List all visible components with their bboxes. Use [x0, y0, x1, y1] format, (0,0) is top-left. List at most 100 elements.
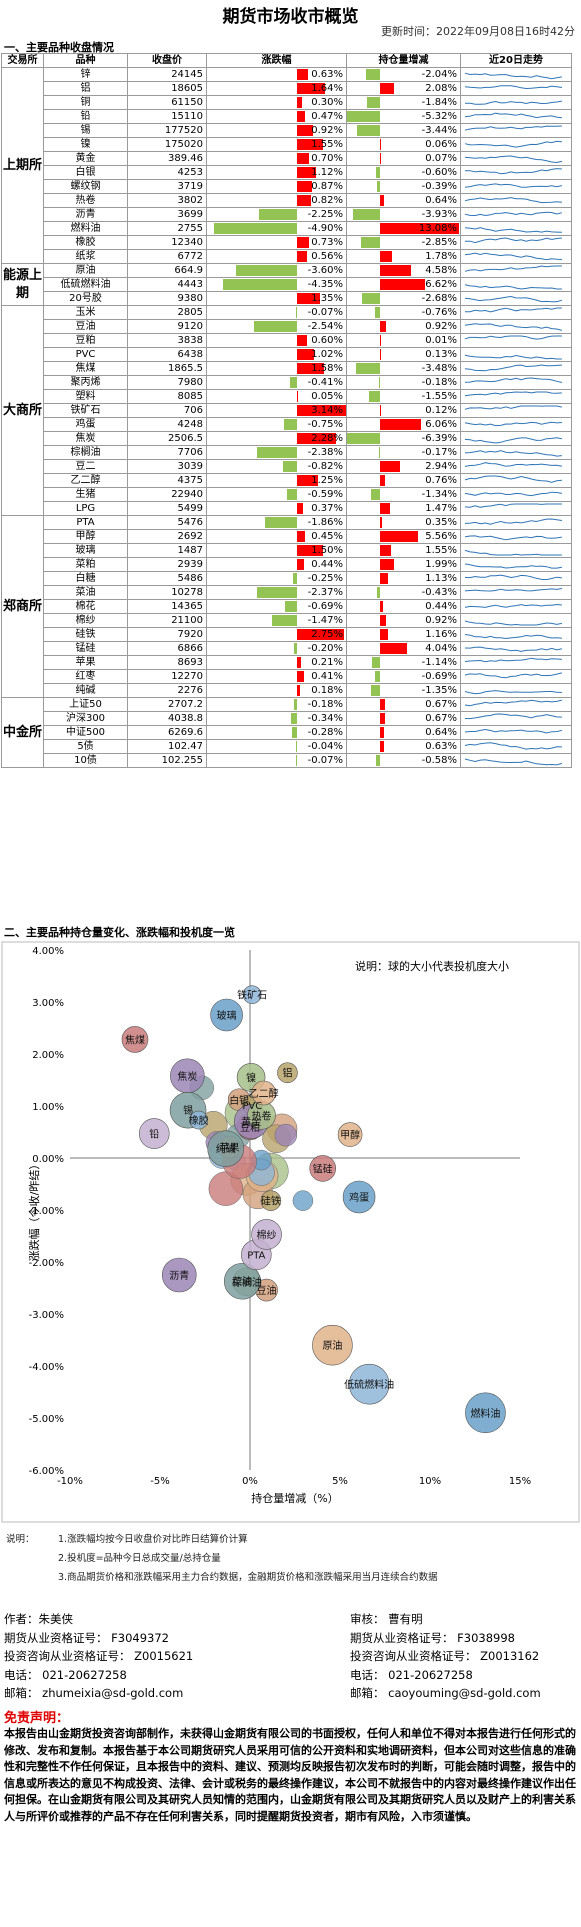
- oi-change-bar: [380, 503, 390, 514]
- scatter-point: [251, 1219, 282, 1250]
- scatter-point: [210, 998, 243, 1032]
- product-name: 棕榈油: [43, 445, 128, 460]
- reviewer-name: 审核： 曹有明: [350, 1612, 423, 1626]
- oi-change-cell: -5.32%: [346, 109, 461, 124]
- oi-change-bar: [380, 461, 400, 472]
- trend-cell: [460, 445, 572, 460]
- sparkline-path: [464, 252, 562, 261]
- product-name: 焦炭: [43, 431, 128, 446]
- product-name: 棉花: [43, 599, 128, 614]
- oi-change-bar: [380, 629, 388, 640]
- point-label: 鸡蛋: [349, 1191, 369, 1204]
- point-label: PTA: [247, 1251, 265, 1262]
- change-cell: 0.41%: [206, 669, 347, 684]
- table-row: 焦煤 1865.5 1.58% -3.48%: [2, 361, 572, 376]
- change-bar: [297, 181, 312, 192]
- y-tick-label: 0.00%: [32, 1154, 64, 1165]
- point-label: 镍: [246, 1071, 256, 1084]
- change-value: -2.37%: [307, 587, 343, 598]
- sparkline-path: [464, 450, 562, 457]
- product-name: 燃料油: [43, 221, 128, 236]
- change-bar: [297, 349, 315, 360]
- disclaimer-text: 本报告由山金期货投资咨询部制作，未获得山金期货有限公司的书面授权，任何人和单位不…: [4, 1727, 576, 1823]
- table-row: 硅铁 7920 2.75% 1.16%: [2, 627, 572, 642]
- change-cell: 0.60%: [206, 333, 347, 348]
- sparkline-path: [465, 237, 562, 244]
- close-price: 6866: [127, 641, 207, 656]
- exchange-cell: 郑商所: [1, 515, 44, 698]
- x-tick-label: -10%: [57, 1476, 83, 1487]
- close-price: 12270: [127, 669, 207, 684]
- oi-change-value: 13.08%: [418, 223, 457, 234]
- trend-cell: [460, 403, 572, 418]
- scatter-point: [260, 1190, 282, 1211]
- change-bar: [297, 559, 305, 570]
- oi-change-value: 0.92%: [425, 615, 457, 626]
- change-bar: [253, 321, 297, 332]
- reviewer-license: 期货从业资格证号： F3038998: [350, 1630, 515, 1645]
- change-cell: -4.90%: [206, 221, 347, 236]
- sparkline: [464, 307, 562, 313]
- table-row: 螺纹钢 3719 0.87% -0.39%: [2, 179, 572, 194]
- sparkline-path: [464, 377, 563, 383]
- oi-change-cell: 0.76%: [346, 473, 461, 488]
- sparkline-path: [464, 227, 562, 233]
- table-row: 镍 175020 1.55% 0.06%: [2, 137, 572, 152]
- trend-cell: [460, 487, 572, 502]
- change-cell: 0.87%: [206, 179, 347, 194]
- change-bar: [297, 391, 298, 402]
- trend-cell: [460, 249, 572, 264]
- oi-change-value: -2.68%: [421, 293, 457, 304]
- table-row: 铁矿石 706 3.14% 0.12%: [2, 403, 572, 418]
- close-price: 2707.2: [127, 697, 207, 712]
- change-value: -0.34%: [307, 713, 343, 724]
- sparkline: [465, 168, 562, 175]
- table-row: 沥青 3699 -2.25% -3.93%: [2, 207, 572, 222]
- change-value: 0.87%: [311, 181, 343, 192]
- oi-change-bar: [375, 671, 380, 682]
- trend-cell: [460, 697, 572, 712]
- sparkline: [464, 603, 562, 608]
- oi-change-value: -1.34%: [421, 489, 457, 500]
- change-value: 1.50%: [311, 545, 343, 556]
- change-bar: [297, 195, 311, 206]
- point-label: 铁矿石: [237, 989, 267, 1002]
- oi-change-cell: -0.69%: [346, 669, 461, 684]
- close-price: 5476: [127, 515, 207, 530]
- y-tick-label: -4.00%: [29, 1362, 64, 1373]
- point-label: 低硫燃料油: [344, 1378, 394, 1391]
- oi-change-cell: -3.44%: [346, 123, 461, 138]
- point-label: 铅: [149, 1128, 159, 1141]
- change-cell: -0.41%: [206, 375, 347, 390]
- oi-change-cell: -1.55%: [346, 389, 461, 404]
- product-name: 苹果: [43, 655, 128, 670]
- trend-cell: [460, 81, 572, 96]
- close-price: 6438: [127, 347, 207, 362]
- point-label: 棉纱: [257, 1228, 277, 1241]
- change-value: 0.44%: [311, 559, 343, 570]
- product-name: 豆油: [43, 319, 128, 334]
- oi-change-cell: 0.13%: [346, 347, 461, 362]
- y-tick-label: -6.00%: [29, 1466, 64, 1477]
- close-price: 102.255: [127, 753, 207, 768]
- oi-change-cell: 13.08%: [346, 221, 461, 236]
- trend-cell: [460, 683, 572, 698]
- oi-change-value: -0.60%: [421, 167, 457, 178]
- sparkline-path: [465, 100, 562, 105]
- point-label: 豆油: [257, 1284, 277, 1297]
- product-name: 锰硅: [43, 641, 128, 656]
- table-row: 铜 61150 0.30% -1.84%: [2, 95, 572, 110]
- trend-cell: [460, 291, 572, 306]
- close-price: 4253: [127, 165, 207, 180]
- oi-change-value: -3.48%: [421, 363, 457, 374]
- y-tick-label: -2.00%: [29, 1258, 64, 1269]
- close-price: 3838: [127, 333, 207, 348]
- sparkline-path: [464, 728, 563, 734]
- sparkline-path: [464, 405, 563, 410]
- point-label: 沥青: [169, 1269, 189, 1282]
- chart-note: 说明：球的大小代表投机度大小: [355, 959, 509, 973]
- oi-change-bar: [380, 475, 386, 486]
- sparkline: [464, 713, 562, 720]
- change-cell: 0.44%: [206, 557, 347, 572]
- sparkline-path: [464, 211, 563, 217]
